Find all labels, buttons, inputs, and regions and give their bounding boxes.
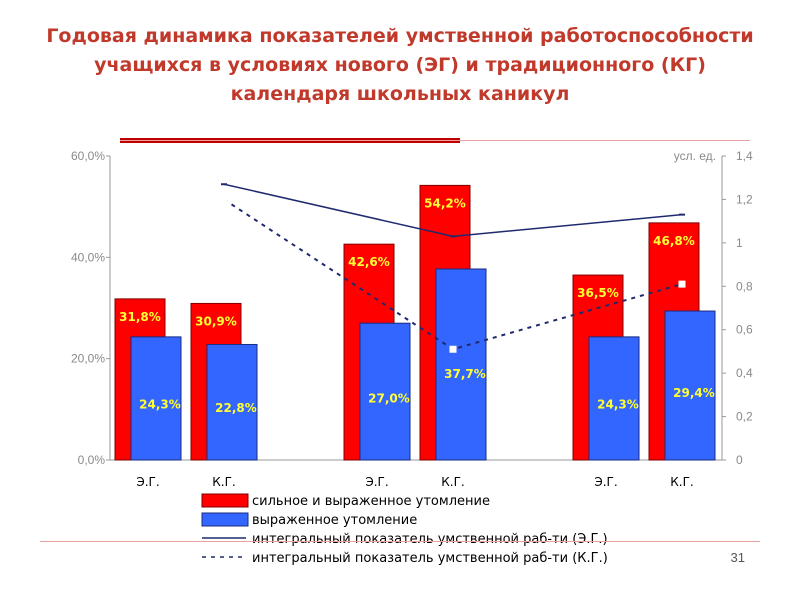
data-label-red: 31,8%: [119, 310, 161, 324]
left-tick-label: 40,0%: [71, 250, 105, 264]
bar-pronounced-fatigue: [588, 336, 640, 461]
bar-pronounced-fatigue: [664, 310, 716, 461]
right-tick-label: 0,8: [736, 279, 753, 293]
title-divider: [120, 140, 750, 141]
chart-lines: [220, 183, 686, 353]
bar-pronounced-fatigue: [435, 268, 487, 461]
legend-entry-label: сильное и выраженное утомление: [252, 494, 490, 509]
legend-entry-label: интегральный показатель умственной раб-т…: [252, 551, 608, 566]
legend-swatch-red: [201, 493, 249, 508]
chart-bars: [114, 184, 716, 461]
marker-integral-kg: [220, 195, 228, 203]
right-axis-label: усл. ед.: [674, 149, 716, 163]
right-tick-label: 1: [736, 236, 743, 250]
left-tick-label: 0,0%: [78, 453, 106, 467]
data-label-red: 36,5%: [577, 286, 619, 300]
x-category-label: Э.Г.: [365, 475, 388, 489]
marker-integral-kg: [449, 345, 457, 353]
footer-divider: [40, 541, 760, 542]
left-tick-label: 20,0%: [71, 352, 105, 366]
right-tick-label: 0,4: [736, 366, 753, 380]
page-number: 31: [730, 550, 745, 565]
bar-pronounced-fatigue: [359, 322, 411, 461]
legend-entry-label: интегральный показатель умственной раб-т…: [252, 532, 608, 547]
bar-pronounced-fatigue: [206, 343, 258, 461]
bar-pronounced-fatigue: [130, 336, 182, 461]
left-tick-label: 60,0%: [71, 149, 105, 163]
data-label-blue: 22,8%: [215, 401, 257, 415]
x-category-label: К.Г.: [441, 475, 464, 489]
chart-data-labels: 31,8% 24,3% 30,9% 22,8% 42,6% 27,0% 54,2% 37,7%…: [119, 196, 715, 415]
data-label-blue: 24,3%: [597, 398, 639, 412]
data-label-blue: 37,7%: [444, 367, 486, 381]
data-label-blue: 27,0%: [368, 391, 410, 405]
right-tick-label: 1,4: [736, 149, 753, 163]
legend-swatch-blue: [201, 512, 249, 527]
chart-legend: сильное и выраженное утомление выраженно…: [201, 493, 608, 566]
x-category-label: Э.Г.: [594, 475, 617, 489]
right-tick-label: 1,2: [736, 192, 753, 206]
data-label-red: 54,2%: [424, 196, 466, 210]
page-title: Годовая динамика показателей умственной …: [46, 25, 754, 105]
x-category-label: Э.Г.: [136, 475, 159, 489]
data-label-red: 30,9%: [195, 314, 237, 328]
x-category-label: К.Г.: [212, 475, 235, 489]
data-label-red: 46,8%: [653, 234, 695, 248]
right-tick-label: 0,2: [736, 410, 753, 424]
legend-entry-label: выраженное утомление: [252, 513, 417, 528]
data-label-blue: 29,4%: [673, 386, 715, 400]
right-tick-label: 0: [736, 453, 743, 467]
marker-integral-kg: [678, 280, 686, 288]
data-label-blue: 24,3%: [139, 398, 181, 412]
right-tick-label: 0,6: [736, 323, 753, 337]
chart-axes: 0,0% 20,0% 40,0% 60,0% 0 0,2 0,4 0,6 0,8 1 1,2 1,4 у…: [71, 149, 753, 489]
data-label-red: 42,6%: [348, 255, 390, 269]
x-category-label: К.Г.: [670, 475, 693, 489]
